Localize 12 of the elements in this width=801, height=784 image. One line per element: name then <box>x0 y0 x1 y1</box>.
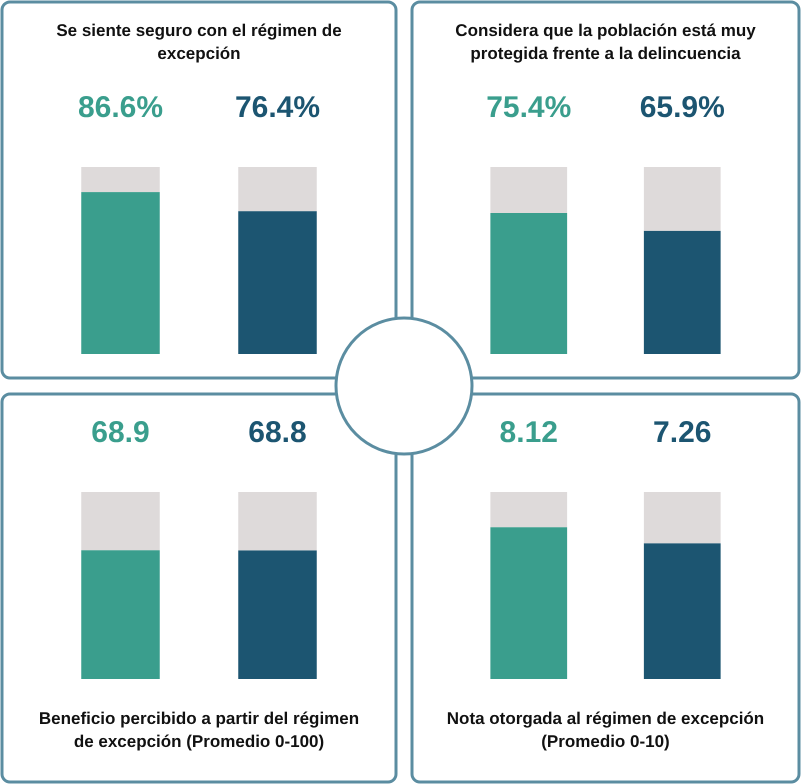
chart-title: Considera que la población está muy protegida frente a la delincuencia <box>455 21 756 63</box>
chart-title: Se siente seguro con el régimen de excepción <box>56 21 342 63</box>
data-label: 65.9% <box>640 91 725 124</box>
data-label: 8.12 <box>500 416 558 449</box>
data-label: 86.6% <box>78 91 164 124</box>
data-label: 76.4% <box>234 91 320 124</box>
text: Beneficio percibido a partir del régimen de excepción (Promedio 0-100) <box>38 709 360 751</box>
text: Nota otorgada al régimen de excepción (Promedio 0-10) <box>446 709 764 751</box>
data-label: 75.4% <box>486 91 572 124</box>
data-label: 68.9 <box>91 416 150 449</box>
data-label: 68.8 <box>248 416 307 449</box>
data-label: 7.26 <box>653 416 712 449</box>
